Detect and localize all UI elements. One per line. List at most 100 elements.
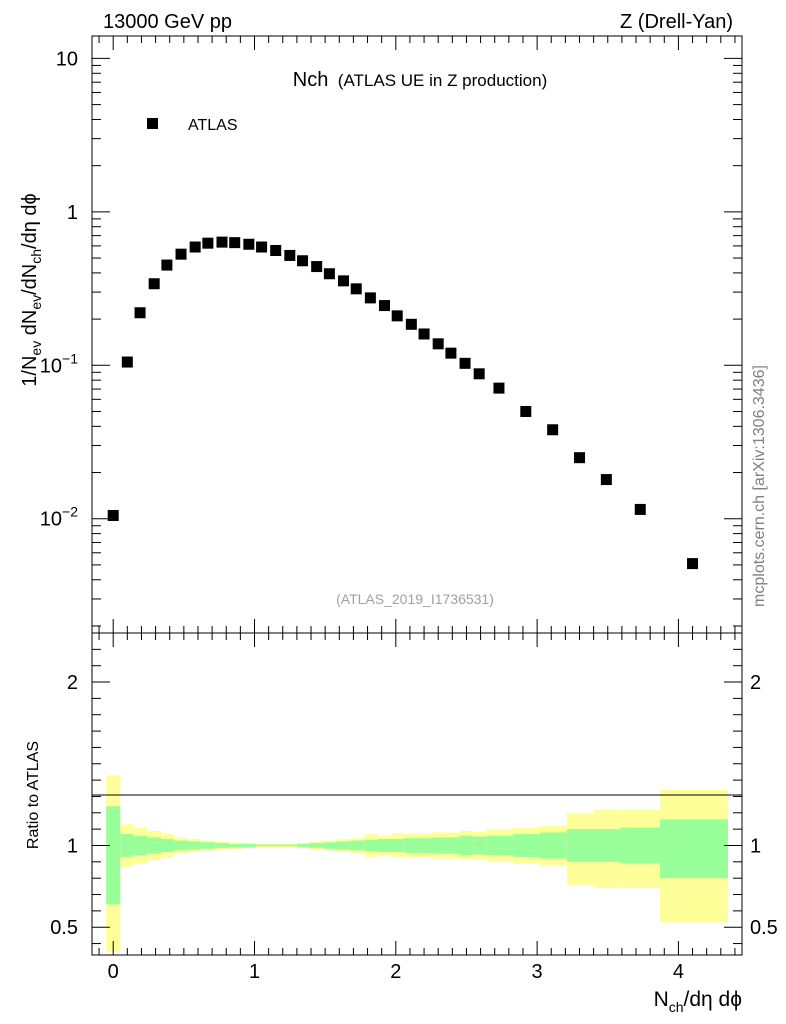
x-tick-label: 1 — [249, 961, 260, 983]
ratio-tick-label-right: 0.5 — [750, 917, 778, 939]
y-tick-label: 10−1 — [40, 350, 78, 377]
ratio-tick-label-left: 0.5 — [50, 917, 78, 939]
y-tick-label-base: 10 — [56, 48, 78, 70]
data-point — [493, 382, 505, 394]
ratio-inner-band-22 — [404, 838, 419, 853]
ratio-inner-band-29 — [513, 834, 540, 857]
data-point — [600, 474, 612, 486]
x-axis-label: Nch/dη dϕ — [654, 988, 742, 1015]
ratio-inner-band-5 — [173, 840, 189, 851]
x-tick-label: 4 — [673, 961, 684, 983]
ratio-axis-ticks — [92, 633, 742, 955]
data-point — [229, 237, 241, 249]
data-point — [432, 338, 444, 350]
ratio-inner-band-9 — [229, 843, 242, 848]
ratio-inner-band-14 — [296, 843, 310, 848]
ratio-inner-band-1 — [120, 834, 133, 857]
data-point — [574, 452, 585, 464]
y-tick-label: 10−2 — [40, 504, 78, 531]
ratio-uncertainty-bands — [106, 775, 728, 952]
ratio-inner-band-6 — [188, 841, 201, 850]
ratio-inner-band-11 — [255, 844, 269, 847]
data-point — [311, 261, 323, 273]
x-axis-label-rest: /dη dϕ — [684, 988, 742, 1011]
ratio-inner-band-20 — [377, 838, 392, 853]
ratio-y-axis-label: Ratio to ATLAS — [25, 741, 42, 849]
energy-label: 13000 GeV pp — [103, 11, 232, 33]
data-point — [445, 347, 457, 359]
ratio-inner-band-16 — [323, 842, 337, 849]
data-point — [256, 241, 268, 253]
ratio-tick-labels: 0.5 0.5 1 1 2 2 — [50, 672, 778, 939]
data-point — [687, 558, 699, 570]
ratio-inner-band-24 — [432, 837, 446, 854]
data-point — [202, 237, 214, 249]
main-axis-ticks — [92, 36, 742, 633]
data-point — [161, 259, 173, 271]
data-point — [134, 307, 146, 319]
data-point — [379, 300, 390, 312]
y-tick-label-exponent: −2 — [62, 504, 78, 520]
data-point — [121, 356, 133, 368]
data-markers — [107, 236, 699, 570]
ratio-inner-band-23 — [418, 838, 433, 853]
ratio-plot-frame — [91, 632, 743, 956]
data-point — [634, 503, 646, 515]
data-point — [284, 249, 296, 261]
ratio-inner-band-18 — [350, 840, 365, 851]
data-point — [216, 236, 228, 248]
ratio-inner-band-27 — [472, 836, 487, 855]
ratio-tick-label-right: 2 — [750, 672, 761, 694]
ratio-inner-band-13 — [282, 844, 297, 847]
ratio-inner-band-32 — [593, 829, 621, 862]
process-label: Z (Drell-Yan) — [620, 11, 733, 33]
ratio-inner-band-17 — [336, 841, 351, 850]
ratio-inner-band-8 — [214, 843, 230, 848]
x-tick-labels: 0 1 2 3 4 — [108, 961, 684, 983]
x-axis-label-sub: ch — [669, 999, 684, 1015]
ratio-inner-band-30 — [539, 832, 567, 859]
data-point — [148, 278, 160, 290]
ratio-tick-label-left: 2 — [67, 672, 78, 694]
x-tick-label: 3 — [532, 961, 543, 983]
x-axis-label-main: N — [654, 988, 669, 1011]
data-point — [459, 357, 471, 369]
ratio-inner-band-28 — [486, 835, 514, 856]
x-tick-label: 0 — [108, 961, 119, 983]
data-point — [391, 310, 403, 322]
side-credit-label: mcplots.cern.ch [arXiv:1306.3436] — [751, 365, 768, 607]
y-tick-label: 10 — [56, 48, 78, 70]
x-tick-label: 2 — [390, 961, 401, 983]
chart-subtitle: (ATLAS UE in Z production) — [338, 71, 547, 90]
data-point — [338, 275, 350, 287]
data-point — [175, 248, 187, 260]
ratio-inner-band-21 — [391, 838, 405, 853]
y-tick-label-base: 10 — [40, 355, 62, 377]
ratio-inner-band-25 — [445, 837, 460, 854]
legend-marker-square — [147, 118, 158, 129]
chart-title-line: Nch (ATLAS UE in Z production) — [293, 69, 547, 91]
data-point — [323, 268, 335, 280]
y-tick-label-exponent: −1 — [62, 350, 78, 366]
data-point — [243, 238, 255, 250]
ratio-inner-band-4 — [161, 838, 174, 853]
ratio-tick-label-left: 1 — [67, 835, 78, 857]
ratio-inner-band-34 — [660, 819, 728, 879]
ratio-tick-label-right: 1 — [750, 835, 761, 857]
main-plot-panel — [91, 35, 743, 634]
data-point — [364, 292, 376, 304]
ratio-inner-band-19 — [364, 839, 378, 852]
analysis-id: (ATLAS_2019_I1736531) — [336, 591, 494, 607]
y-tick-label: 1 — [67, 202, 78, 224]
data-point — [405, 318, 417, 330]
chart-title: Nch — [293, 69, 329, 91]
data-point — [270, 244, 282, 256]
y-tick-label-base: 1 — [67, 202, 78, 224]
data-point — [520, 405, 532, 417]
ratio-inner-band-26 — [459, 835, 473, 856]
ratio-plot-panel — [91, 632, 743, 956]
ratio-inner-band-0 — [106, 806, 121, 905]
ratio-inner-band-7 — [200, 842, 215, 849]
